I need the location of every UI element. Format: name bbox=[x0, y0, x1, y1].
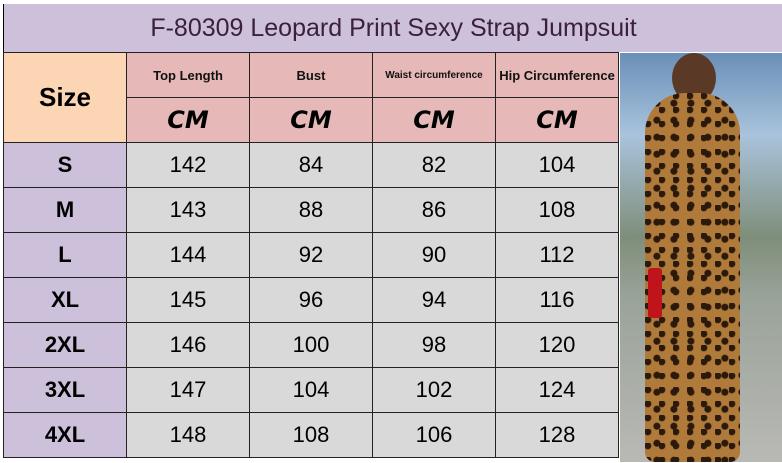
measurement-cell: 88 bbox=[249, 187, 373, 233]
measurement-cell: 104 bbox=[249, 367, 373, 413]
measurement-cell: 92 bbox=[249, 232, 373, 278]
table-row: M 143 88 86 108 bbox=[3, 187, 619, 233]
measurement-cell: 124 bbox=[495, 367, 619, 413]
unit-label: CM bbox=[495, 97, 619, 143]
measurement-cell: 142 bbox=[126, 142, 250, 188]
measurement-cell: 108 bbox=[249, 412, 373, 458]
table-row: 3XL 147 104 102 124 bbox=[3, 367, 619, 413]
measurement-cell: 116 bbox=[495, 277, 619, 323]
table-row: 2XL 146 100 98 120 bbox=[3, 322, 619, 368]
measurement-cell: 146 bbox=[126, 322, 250, 368]
size-cell: L bbox=[3, 232, 127, 278]
measurement-cell: 90 bbox=[372, 232, 496, 278]
size-chart-table: Size Top Length Bust Waist circumference… bbox=[3, 52, 619, 458]
column-header-bust: Bust bbox=[249, 52, 373, 98]
measurement-cell: 106 bbox=[372, 412, 496, 458]
measurement-cell: 86 bbox=[372, 187, 496, 233]
table-row: XL 145 96 94 116 bbox=[3, 277, 619, 323]
measurement-cell: 94 bbox=[372, 277, 496, 323]
measurement-cell: 145 bbox=[126, 277, 250, 323]
measurement-cell: 98 bbox=[372, 322, 496, 368]
unit-label: CM bbox=[372, 97, 496, 143]
column-header-top-length: Top Length bbox=[126, 52, 250, 98]
measurement-cell: 112 bbox=[495, 232, 619, 278]
unit-label: CM bbox=[126, 97, 250, 143]
measurement-cell: 148 bbox=[126, 412, 250, 458]
measurement-cell: 84 bbox=[249, 142, 373, 188]
table-row: S 142 84 82 104 bbox=[3, 142, 619, 188]
measurement-cell: 144 bbox=[126, 232, 250, 278]
size-cell: XL bbox=[3, 277, 127, 323]
size-cell: 3XL bbox=[3, 367, 127, 413]
table-row: 4XL 148 108 106 128 bbox=[3, 412, 619, 458]
measurement-cell: 96 bbox=[249, 277, 373, 323]
model-photo bbox=[620, 53, 782, 462]
column-header-hip: Hip Circumference bbox=[495, 52, 619, 98]
size-cell: 2XL bbox=[3, 322, 127, 368]
chart-title: F-80309 Leopard Print Sexy Strap Jumpsui… bbox=[3, 4, 782, 52]
unit-label: CM bbox=[249, 97, 373, 143]
measurement-cell: 104 bbox=[495, 142, 619, 188]
measurement-cell: 147 bbox=[126, 367, 250, 413]
red-handbag bbox=[648, 268, 662, 318]
measurement-cell: 143 bbox=[126, 187, 250, 233]
measurement-cell: 82 bbox=[372, 142, 496, 188]
measurement-cell: 120 bbox=[495, 322, 619, 368]
size-cell: S bbox=[3, 142, 127, 188]
size-header: Size bbox=[3, 52, 127, 143]
size-cell: 4XL bbox=[3, 412, 127, 458]
table-row: L 144 92 90 112 bbox=[3, 232, 619, 278]
measurement-cell: 100 bbox=[249, 322, 373, 368]
measurement-cell: 128 bbox=[495, 412, 619, 458]
measurement-cell: 102 bbox=[372, 367, 496, 413]
size-cell: M bbox=[3, 187, 127, 233]
measurement-cell: 108 bbox=[495, 187, 619, 233]
column-header-waist: Waist circumference bbox=[372, 52, 496, 98]
